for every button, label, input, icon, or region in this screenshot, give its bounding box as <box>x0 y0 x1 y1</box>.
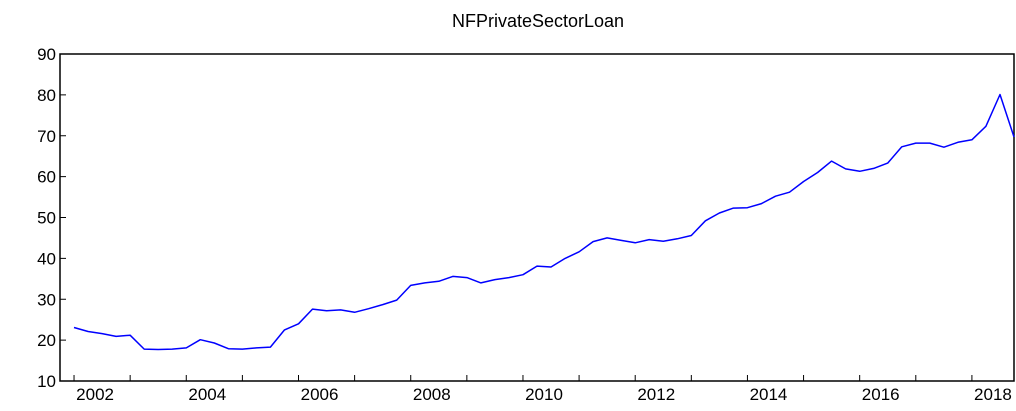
data-point <box>213 342 215 344</box>
x-tick-label: 2014 <box>750 385 788 404</box>
y-tick-label: 60 <box>37 168 56 187</box>
data-point <box>536 265 538 267</box>
data-point <box>690 234 692 236</box>
data-point <box>999 93 1001 95</box>
data-point <box>115 335 117 337</box>
data-point <box>157 348 159 350</box>
data-point <box>297 323 299 325</box>
data-point <box>901 146 903 148</box>
data-point <box>241 348 243 350</box>
x-tick-label: 2010 <box>525 385 563 404</box>
data-point <box>844 168 846 170</box>
x-tick-label: 2012 <box>637 385 675 404</box>
series-line <box>73 93 1015 351</box>
data-point <box>199 339 201 341</box>
data-point <box>87 330 89 332</box>
data-point <box>452 275 454 277</box>
data-point <box>381 303 383 305</box>
data-point <box>185 347 187 349</box>
chart-title: NFPrivateSectorLoan <box>452 11 624 31</box>
data-point <box>704 220 706 222</box>
data-point <box>760 202 762 204</box>
data-point <box>143 348 145 350</box>
data-point <box>466 276 468 278</box>
data-point <box>887 162 889 164</box>
data-point <box>858 170 860 172</box>
data-point <box>746 206 748 208</box>
y-tick-label: 40 <box>37 249 56 268</box>
y-tick-label: 20 <box>37 331 56 350</box>
y-tick-label: 10 <box>37 372 56 391</box>
data-point <box>606 237 608 239</box>
data-point <box>171 348 173 350</box>
x-tick-label: 2004 <box>188 385 226 404</box>
data-point <box>929 142 931 144</box>
data-point <box>718 212 720 214</box>
data-point <box>424 282 426 284</box>
data-point <box>494 278 496 280</box>
data-point <box>816 171 818 173</box>
y-axis: 10 20 30 40 50 60 70 80 90 <box>37 45 66 391</box>
data-point <box>592 240 594 242</box>
data-point <box>353 311 355 313</box>
y-tick-label: 80 <box>37 86 56 105</box>
data-point <box>830 160 832 162</box>
data-point <box>227 348 229 350</box>
data-point <box>620 239 622 241</box>
data-point <box>522 274 524 276</box>
y-tick-label: 30 <box>37 290 56 309</box>
data-point <box>396 299 398 301</box>
data-point <box>73 326 75 328</box>
y-tick-label: 50 <box>37 209 56 228</box>
data-point <box>508 276 510 278</box>
data-point <box>971 139 973 141</box>
data-point <box>732 207 734 209</box>
data-point <box>283 329 285 331</box>
data-point <box>339 309 341 311</box>
data-point <box>410 284 412 286</box>
data-point <box>564 257 566 259</box>
data-point <box>943 146 945 148</box>
data-point <box>367 307 369 309</box>
series-group <box>73 93 1015 351</box>
data-point <box>676 238 678 240</box>
x-tick-label: 2002 <box>76 385 114 404</box>
data-point <box>662 240 664 242</box>
x-tick-label: 2008 <box>413 385 451 404</box>
data-point <box>1013 136 1015 138</box>
data-point <box>325 309 327 311</box>
y-tick-label: 70 <box>37 127 56 146</box>
data-point <box>788 191 790 193</box>
data-point <box>438 280 440 282</box>
x-axis: 2002 2004 2006 2008 2010 2012 2014 2016 2018 <box>73 375 1012 404</box>
data-point <box>648 238 650 240</box>
data-point <box>269 346 271 348</box>
data-point <box>311 308 313 310</box>
data-point <box>774 195 776 197</box>
data-point <box>578 251 580 253</box>
data-point <box>985 125 987 127</box>
data-point <box>101 332 103 334</box>
y-tick-label: 90 <box>37 45 56 64</box>
data-point <box>634 242 636 244</box>
data-point <box>873 167 875 169</box>
data-point <box>255 347 257 349</box>
data-point <box>480 282 482 284</box>
data-point <box>915 142 917 144</box>
data-point <box>550 266 552 268</box>
data-point <box>957 141 959 143</box>
x-tick-label: 2016 <box>862 385 900 404</box>
x-tick-label: 2006 <box>301 385 339 404</box>
data-point <box>129 334 131 336</box>
x-tick-label: 2018 <box>974 385 1012 404</box>
data-point <box>802 180 804 182</box>
plot-area-frame <box>59 53 1015 382</box>
